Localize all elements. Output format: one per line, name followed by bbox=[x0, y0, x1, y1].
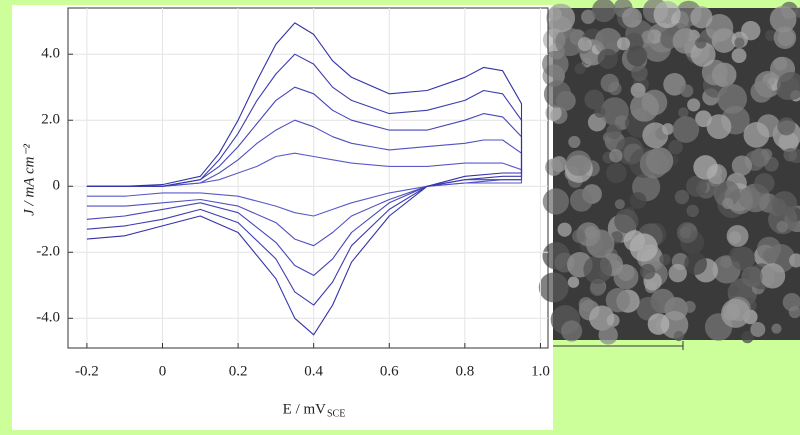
sem-grain bbox=[783, 148, 797, 162]
y-tick-label: 2.0 bbox=[41, 112, 60, 128]
x-tick-label: 1.0 bbox=[531, 363, 550, 379]
sem-grain bbox=[677, 222, 698, 243]
y-tick-label: -4.0 bbox=[36, 310, 60, 326]
x-tick-label: 0.4 bbox=[304, 363, 323, 379]
sem-grain bbox=[579, 297, 594, 312]
sem-grain bbox=[741, 266, 762, 287]
sem-grain bbox=[717, 84, 747, 114]
sem-grain bbox=[674, 331, 684, 341]
sem-grain bbox=[673, 116, 700, 143]
sem-grain bbox=[772, 191, 797, 216]
sem-grain bbox=[687, 205, 699, 217]
sem-grain bbox=[568, 136, 580, 148]
sem-grain bbox=[669, 264, 687, 282]
sem-grain bbox=[654, 1, 681, 28]
sem-image bbox=[539, 0, 800, 345]
sem-grain bbox=[750, 81, 772, 103]
sem-grain bbox=[614, 209, 638, 233]
sem-grain bbox=[543, 188, 569, 214]
sem-grain bbox=[720, 256, 732, 268]
sem-grain bbox=[542, 51, 569, 78]
x-tick-label: 0.2 bbox=[229, 363, 248, 379]
sem-grain bbox=[584, 90, 604, 110]
sem-grain bbox=[690, 6, 712, 28]
sem-grain bbox=[570, 189, 593, 212]
sem-grain bbox=[640, 150, 669, 179]
sem-grain bbox=[627, 46, 647, 66]
sem-grain bbox=[558, 223, 572, 237]
sem-grain bbox=[777, 221, 788, 232]
sem-grain bbox=[687, 98, 700, 111]
x-tick-label: -0.2 bbox=[75, 363, 99, 379]
sem-grain bbox=[566, 150, 591, 175]
sem-grain bbox=[684, 301, 696, 313]
sem-grain bbox=[578, 37, 592, 51]
sem-grain bbox=[617, 37, 630, 50]
sem-grain bbox=[648, 313, 670, 335]
sem-grain bbox=[750, 322, 765, 337]
chart: J / mA cm⁻² E / mV SCE 4.0 2.0 0 -2.0 -4.0 -0… bbox=[0, 0, 800, 435]
sem-grain bbox=[561, 320, 582, 341]
y-tick-label: -2.0 bbox=[36, 244, 60, 260]
sem-grain bbox=[732, 48, 747, 63]
sem-grain bbox=[624, 230, 645, 251]
sem-grain bbox=[680, 84, 693, 97]
sem-grain bbox=[721, 299, 750, 328]
sem-grain bbox=[546, 4, 575, 33]
sem-grain bbox=[586, 229, 615, 258]
sem-grain bbox=[732, 156, 752, 176]
sem-grain bbox=[678, 107, 688, 117]
sem-grain bbox=[568, 277, 579, 288]
sem-grain bbox=[777, 117, 795, 135]
sem-grain bbox=[640, 264, 655, 279]
sem-grain bbox=[622, 8, 642, 28]
sem-grain bbox=[729, 231, 742, 244]
sem-grain bbox=[662, 123, 674, 135]
y-axis-label: J / mA cm⁻² bbox=[21, 144, 37, 216]
sem-grain bbox=[728, 285, 739, 296]
sem-grain bbox=[744, 122, 770, 148]
x-tick-label: 0 bbox=[159, 363, 167, 379]
sem-grain bbox=[601, 74, 620, 93]
sem-grain bbox=[630, 93, 659, 122]
sem-grain bbox=[707, 114, 732, 139]
y-tick-label: 4.0 bbox=[41, 46, 60, 62]
sem-grain bbox=[754, 173, 774, 193]
sem-grain bbox=[641, 30, 654, 43]
x-tick-label: 0.8 bbox=[455, 363, 474, 379]
sem-grain bbox=[606, 163, 627, 184]
sem-grain bbox=[668, 140, 682, 154]
sem-grain bbox=[760, 263, 785, 288]
sem-grain bbox=[575, 63, 586, 74]
sem-grain bbox=[771, 324, 781, 334]
sem-grain bbox=[572, 229, 586, 243]
sem-grain bbox=[722, 198, 733, 209]
sem-grain bbox=[729, 247, 743, 261]
page: J / mA cm⁻² E / mV SCE 4.0 2.0 0 -2.0 -4.0 -0… bbox=[0, 0, 800, 435]
sem-grain bbox=[615, 199, 625, 209]
sem-grain bbox=[684, 252, 707, 275]
sem-grain bbox=[693, 155, 717, 179]
sem-grain bbox=[675, 190, 689, 204]
sem-grain bbox=[598, 325, 617, 344]
sem-grain bbox=[630, 192, 647, 209]
sem-grain bbox=[583, 255, 612, 284]
sem-grain bbox=[609, 149, 622, 162]
y-tick-label: 0 bbox=[53, 178, 61, 194]
sem-grain bbox=[734, 38, 744, 48]
x-axis-label-subscript: SCE bbox=[327, 408, 345, 419]
x-axis-label: E / mV bbox=[283, 401, 326, 417]
x-tick-label: 0.6 bbox=[380, 363, 399, 379]
sem-grain bbox=[539, 272, 569, 302]
sem-grain bbox=[631, 65, 648, 82]
sem-grain bbox=[598, 49, 618, 69]
sem-grain bbox=[695, 37, 706, 48]
sem-grain bbox=[741, 21, 760, 40]
sem-grain bbox=[763, 248, 778, 263]
sem-grain bbox=[606, 124, 621, 139]
sem-grain bbox=[774, 26, 797, 49]
sem-grain bbox=[594, 107, 605, 118]
